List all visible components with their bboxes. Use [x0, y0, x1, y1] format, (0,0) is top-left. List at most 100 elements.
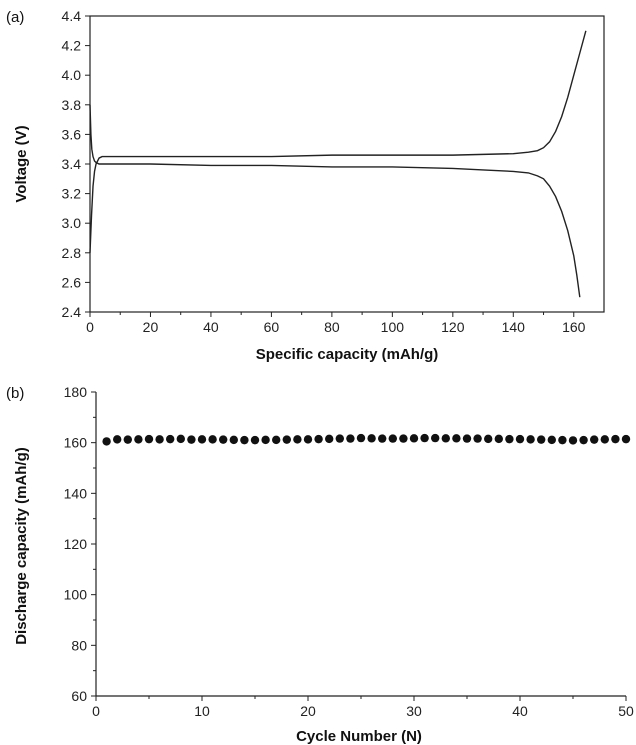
y-tick-label: 4.2	[62, 38, 82, 54]
y-tick-label: 100	[64, 587, 88, 603]
x-tick-label: 60	[264, 319, 280, 335]
data-point	[261, 435, 270, 445]
data-point	[113, 435, 122, 444]
data-point	[431, 433, 440, 443]
data-point	[123, 435, 132, 444]
data-point	[473, 434, 482, 443]
data-point	[600, 435, 609, 444]
x-tick-label: 40	[512, 703, 528, 719]
data-point	[590, 435, 599, 444]
data-point	[144, 434, 154, 444]
data-point	[441, 434, 450, 443]
data-point	[346, 434, 355, 443]
data-point	[240, 435, 249, 445]
x-tick-label: 20	[143, 319, 159, 335]
panel-b-y-ticks: 60 80 100 120 140 160 180	[64, 384, 96, 704]
x-tick-label: 80	[324, 319, 340, 335]
data-point	[134, 435, 143, 444]
x-tick-label: 140	[502, 319, 526, 335]
y-tick-label: 3.0	[62, 215, 82, 231]
panel-a-series	[89, 30, 587, 298]
data-point	[272, 435, 281, 445]
y-tick-label: 3.4	[62, 156, 82, 172]
data-point	[325, 434, 334, 444]
data-point	[219, 435, 228, 444]
panel-a-y-axis-title: Voltage (V)	[13, 125, 30, 202]
voltage-curve-1	[89, 30, 587, 253]
data-point	[166, 434, 175, 444]
data-point	[579, 435, 588, 445]
data-point	[208, 435, 217, 444]
panel-a-y-ticks: 2.4 2.6 2.8 3.0 3.2 3.4 3.6 3.8 4.0 4.2 4.4	[62, 8, 90, 320]
data-point	[250, 435, 260, 445]
y-tick-label: 80	[71, 637, 87, 653]
data-point	[526, 435, 535, 444]
x-tick-label: 20	[300, 703, 316, 719]
data-point	[335, 434, 344, 443]
data-point	[176, 434, 185, 444]
data-point	[452, 434, 461, 443]
y-tick-label: 4.4	[62, 8, 82, 24]
data-point	[303, 435, 313, 444]
x-tick-label: 160	[562, 319, 586, 335]
voltage-curve-2	[89, 104, 581, 298]
y-tick-label: 140	[64, 485, 88, 501]
panel-a-x-ticks: 0 20 40 60 80 100 120 140 160	[86, 312, 586, 335]
data-point	[547, 435, 556, 445]
x-tick-label: 100	[381, 319, 405, 335]
data-point	[462, 434, 472, 443]
data-point	[515, 434, 525, 444]
data-point	[484, 434, 493, 444]
data-point	[293, 435, 302, 444]
panel-a-label: (a)	[6, 9, 24, 26]
data-point	[155, 435, 164, 444]
y-tick-label: 3.6	[62, 126, 82, 142]
x-tick-label: 0	[92, 703, 100, 719]
data-point	[229, 435, 238, 445]
x-tick-label: 40	[203, 319, 219, 335]
y-tick-label: 120	[64, 536, 88, 552]
y-tick-label: 2.4	[62, 304, 82, 320]
y-tick-label: 3.8	[62, 97, 82, 113]
x-tick-label: 120	[441, 319, 465, 335]
x-tick-label: 30	[406, 703, 422, 719]
data-point	[621, 434, 631, 444]
data-point	[282, 435, 291, 444]
y-tick-label: 60	[71, 688, 87, 704]
data-point	[102, 437, 111, 446]
data-point	[356, 433, 366, 443]
panel-a-plot-frame	[89, 15, 605, 313]
data-point	[420, 433, 429, 443]
data-point	[378, 434, 387, 443]
x-tick-label: 50	[618, 703, 634, 719]
panel-b-label: (b)	[6, 385, 24, 402]
panel-b-x-axis-title: Cycle Number (N)	[296, 728, 422, 745]
panel-b-y-axis-title: Discharge capacity (mAh/g)	[13, 447, 30, 645]
data-point	[314, 434, 323, 444]
y-tick-label: 160	[64, 435, 88, 451]
data-point	[187, 435, 196, 444]
data-point	[568, 436, 578, 445]
panel-b-x-ticks: 0 10 20 30 40 50	[92, 696, 634, 719]
panel-b-series	[102, 433, 631, 446]
panel-b-cycling-chart: (b) 60 80 100 120 140 160 180 0 10 20 30 40 50 Cycl…	[6, 384, 634, 745]
data-point	[388, 434, 397, 443]
y-tick-label: 3.2	[62, 186, 82, 202]
y-tick-label: 180	[64, 384, 88, 400]
data-point	[558, 435, 567, 445]
x-tick-label: 0	[86, 319, 94, 335]
y-tick-label: 2.6	[62, 274, 82, 290]
data-point	[537, 435, 546, 444]
x-tick-label: 10	[194, 703, 210, 719]
data-point	[409, 434, 419, 443]
data-point	[367, 434, 376, 443]
data-point	[197, 435, 207, 444]
y-tick-label: 4.0	[62, 67, 82, 83]
y-tick-label: 2.8	[62, 245, 82, 261]
panel-a-x-axis-title: Specific capacity (mAh/g)	[256, 346, 439, 363]
data-point	[505, 434, 514, 444]
data-point	[611, 434, 620, 444]
